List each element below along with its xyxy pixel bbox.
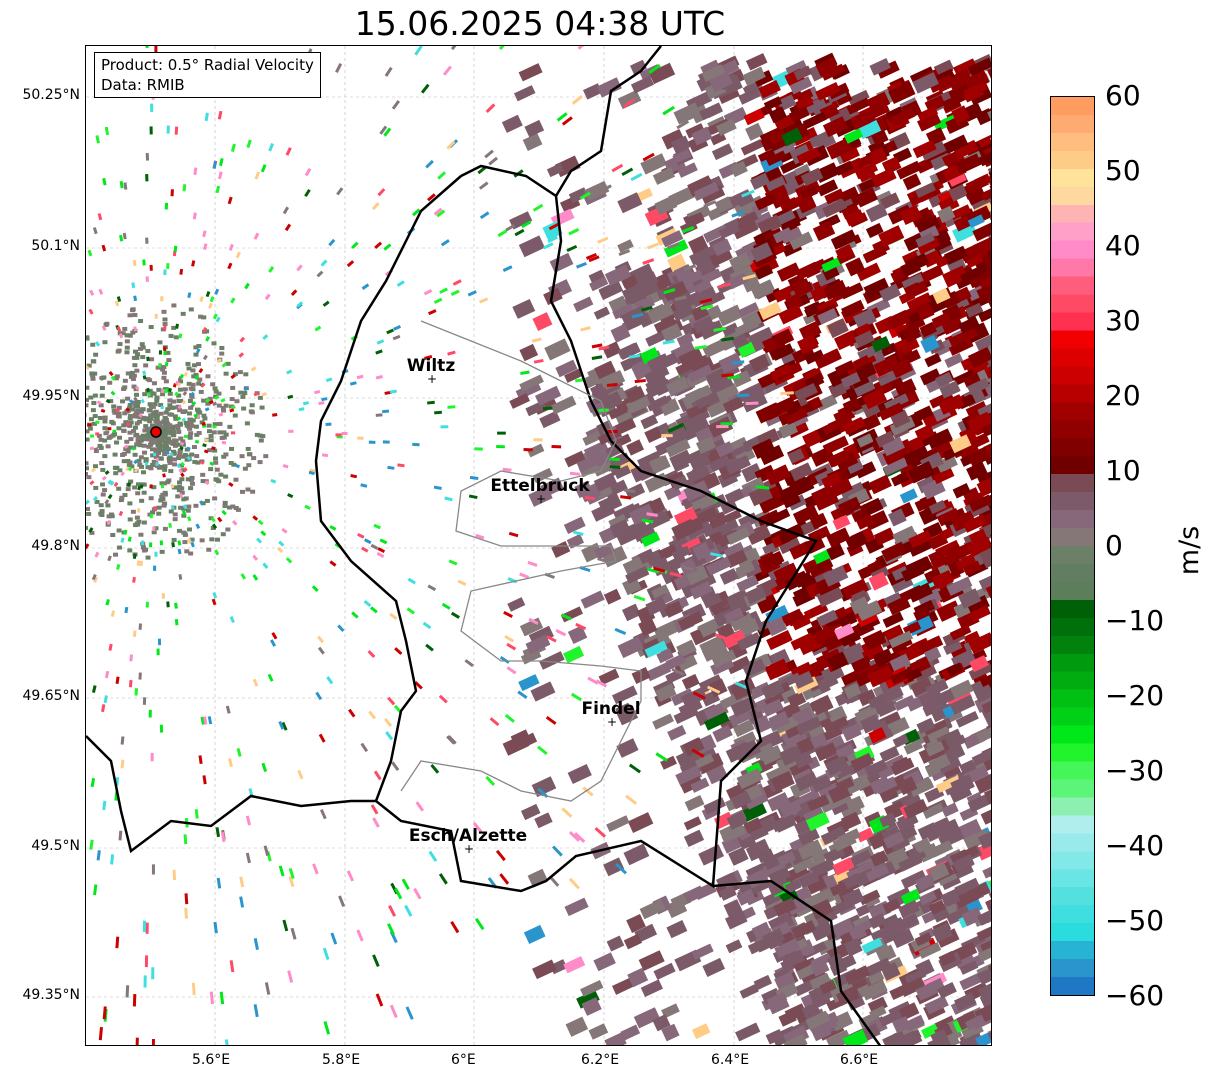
- city-label: Esch/Alzette: [409, 826, 527, 846]
- product-info-box: Product: 0.5° Radial Velocity Data: RMIB: [94, 52, 321, 98]
- y-tick-label: 49.8°N: [31, 538, 80, 554]
- city-label: Wiltz: [407, 356, 456, 376]
- colorbar-tick-label: 40: [1105, 229, 1141, 262]
- colorbar-tick-label: 30: [1105, 304, 1141, 337]
- y-tick-label: 49.5°N: [31, 838, 80, 854]
- colorbar-tick-label: −10: [1105, 604, 1165, 637]
- colorbar-tick-label: 10: [1105, 454, 1141, 487]
- y-tick-label: 49.35°N: [22, 987, 80, 1003]
- data-source-label: Data: RMIB: [101, 76, 185, 94]
- y-tick-label: 49.65°N: [22, 688, 80, 704]
- x-tick-label: 6.4°E: [711, 1052, 750, 1068]
- colorbar-tick-label: −50: [1105, 904, 1165, 937]
- x-tick-label: 6.2°E: [581, 1052, 620, 1068]
- x-tick-label: 5.6°E: [192, 1052, 231, 1068]
- radar-velocity-field: [46, 38, 1017, 1056]
- city-marker: +: [464, 842, 474, 856]
- x-tick-label: 5.8°E: [322, 1052, 361, 1068]
- colorbar: [1050, 96, 1095, 996]
- district-border: [400, 320, 642, 802]
- city-label: Findel: [581, 699, 640, 719]
- y-tick-label: 50.1°N: [31, 238, 80, 254]
- y-tick-label: 50.25°N: [22, 87, 80, 103]
- colorbar-tick-label: 0: [1105, 529, 1123, 562]
- country-border: [712, 879, 883, 1048]
- colorbar-tick-label: −20: [1105, 679, 1165, 712]
- radar-map-canvas: +Wiltz+Ettelbruck+Findel+Esch/Alzette: [46, 38, 1017, 1056]
- city-marker: +: [427, 372, 437, 386]
- colorbar-tick-label: 60: [1105, 79, 1141, 112]
- country-border: [85, 735, 376, 854]
- city-marker: +: [536, 492, 546, 506]
- country-border: [314, 164, 818, 893]
- map-title: 15.06.2025 04:38 UTC: [354, 4, 726, 43]
- colorbar-tick-label: −60: [1105, 979, 1165, 1012]
- radar-site-marker: [150, 426, 162, 438]
- colorbar-tick-label: 20: [1105, 379, 1141, 412]
- x-tick-label: 6.6°E: [840, 1052, 879, 1068]
- colorbar-unit-label: m/s: [1174, 525, 1206, 576]
- city-label: Ettelbruck: [490, 476, 590, 496]
- colorbar-tick-label: −40: [1105, 829, 1165, 862]
- colorbar-tick-label: 50: [1105, 154, 1141, 187]
- city-marker: +: [607, 715, 617, 729]
- radar-map[interactable]: + Wiltz + Ettelbruck + Findel + Esch/Alzette: [46, 38, 1017, 1056]
- colorbar-tick-label: −30: [1105, 754, 1165, 787]
- x-tick-label: 6°E: [451, 1052, 476, 1068]
- product-label: Product: 0.5° Radial Velocity: [101, 56, 314, 74]
- y-tick-label: 49.95°N: [22, 388, 80, 404]
- country-border: [554, 45, 662, 197]
